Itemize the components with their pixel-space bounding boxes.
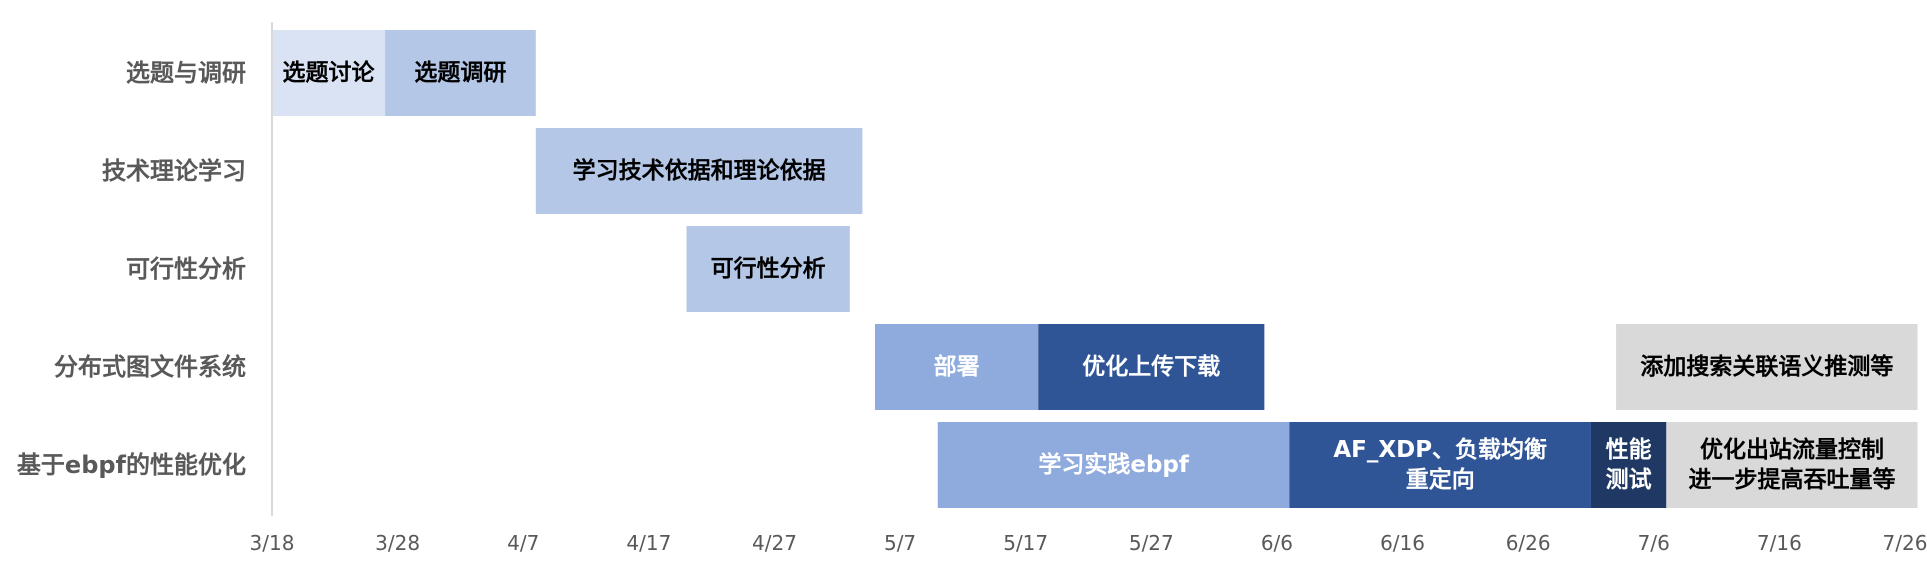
x-tick-label: 7/6 [1638, 531, 1670, 555]
category-label: 基于ebpf的性能优化 [17, 451, 246, 479]
task-bar [874, 324, 1039, 410]
task-bar [1616, 324, 1918, 410]
task-bar [1038, 324, 1265, 410]
category-label: 技术理论学习 [102, 157, 246, 185]
x-tick-label: 6/16 [1380, 531, 1425, 555]
task-bar-label: AF_XDP、负载均衡 [1333, 436, 1547, 463]
task-bar-label: 部署 [934, 353, 980, 380]
task-bar-label: 选题调研 [414, 60, 506, 86]
x-tick-label: 4/17 [626, 531, 671, 555]
task-bar-label: 优化出站流量控制 [1700, 436, 1884, 463]
task-bar-label: 测试 [1606, 467, 1652, 493]
task-bar [686, 226, 850, 312]
x-tick-label: 6/6 [1261, 531, 1293, 555]
task-bar [1590, 422, 1667, 508]
x-tick-label: 6/26 [1506, 531, 1551, 555]
task-bar [385, 30, 536, 116]
category-label: 选题与调研 [126, 59, 246, 87]
x-tick-label: 4/7 [507, 531, 539, 555]
task-bar-label: 优化上传下载 [1082, 353, 1220, 380]
task-bar [937, 422, 1290, 508]
task-bar [1666, 422, 1918, 508]
task-bar-label: 性能 [1606, 436, 1652, 463]
task-bar-label: 学习实践ebpf [1038, 451, 1190, 478]
x-tick-label: 3/28 [375, 531, 420, 555]
category-label: 可行性分析 [126, 255, 246, 283]
task-bar [272, 30, 386, 116]
task-bar-label: 重定向 [1406, 466, 1475, 493]
task-bar-label: 选题讨论 [283, 59, 376, 86]
x-tick-label: 4/27 [752, 531, 797, 555]
task-bar [535, 128, 863, 214]
x-tick-label: 5/17 [1003, 531, 1048, 555]
task-bar-label: 进一步提高吞吐量等 [1688, 466, 1895, 493]
bars-layer [272, 30, 1918, 508]
task-bar-label: 添加搜索关联语义推测等 [1640, 353, 1893, 380]
task-bar-label: 可行性分析 [711, 255, 826, 282]
x-tick-label: 7/26 [1883, 531, 1927, 555]
x-tick-label: 3/18 [250, 531, 295, 555]
x-tick-label: 5/7 [884, 531, 916, 555]
task-bar-label: 学习技术依据和理论依据 [573, 157, 826, 184]
x-tick-label: 5/27 [1129, 531, 1174, 555]
task-bar [1289, 422, 1591, 508]
category-label: 分布式图文件系统 [54, 353, 246, 381]
x-tick-label: 7/16 [1757, 531, 1802, 555]
